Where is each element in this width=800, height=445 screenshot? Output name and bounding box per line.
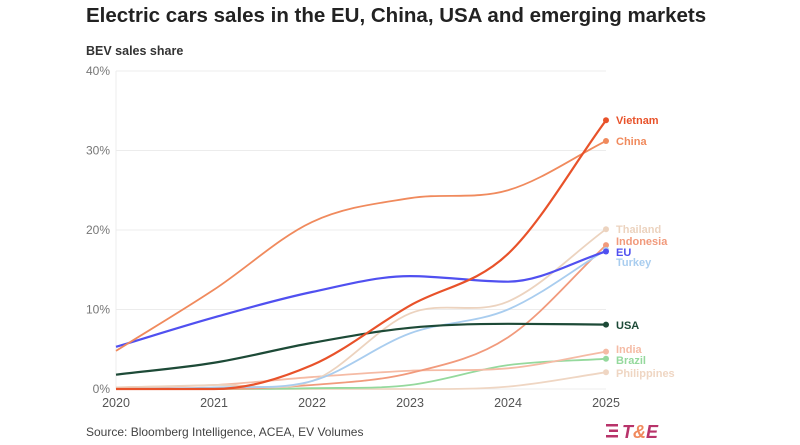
series-line-china bbox=[115, 140, 607, 352]
series-label-turkey: Turkey bbox=[616, 257, 652, 269]
series-label-india: India bbox=[616, 344, 643, 356]
series-label-vietnam: Vietnam bbox=[616, 115, 659, 127]
series-label-usa: USA bbox=[616, 320, 639, 332]
te-logo: T&E bbox=[606, 422, 659, 442]
end-point-china bbox=[603, 137, 609, 144]
series-line-thailand bbox=[115, 228, 607, 389]
end-point-usa bbox=[603, 321, 609, 328]
end-point-philippines bbox=[603, 369, 609, 376]
x-tick-label: 2022 bbox=[298, 396, 326, 410]
series-line-usa bbox=[115, 322, 607, 376]
end-point-eu bbox=[603, 248, 609, 255]
series-line-vietnam bbox=[116, 119, 607, 391]
series-label-thailand: Thailand bbox=[616, 224, 661, 236]
x-tick-label: 2025 bbox=[592, 396, 620, 410]
end-point-brazil bbox=[603, 355, 609, 362]
series-line-india bbox=[115, 350, 607, 389]
x-tick-label: 2020 bbox=[102, 396, 130, 410]
y-tick-label: 40% bbox=[86, 64, 110, 78]
chart-title: Electric cars sales in the EU, China, US… bbox=[86, 4, 707, 27]
end-point-indonesia bbox=[603, 242, 609, 249]
series-line-eu bbox=[115, 250, 607, 348]
y-axis-label: BEV sales share bbox=[86, 44, 184, 58]
y-tick-label: 20% bbox=[86, 223, 110, 237]
series-label-brazil: Brazil bbox=[616, 355, 646, 367]
svg-text:T&E: T&E bbox=[622, 422, 659, 442]
y-tick-label: 30% bbox=[86, 144, 110, 158]
series-label-indonesia: Indonesia bbox=[616, 236, 668, 248]
source-note: Source: Bloomberg Intelligence, ACEA, EV… bbox=[86, 425, 364, 439]
x-tick-label: 2023 bbox=[396, 396, 424, 410]
series-label-china: China bbox=[616, 136, 647, 148]
end-point-india bbox=[603, 348, 609, 355]
x-tick-label: 2024 bbox=[494, 396, 522, 410]
y-tick-label: 10% bbox=[86, 303, 110, 317]
x-tick-label: 2021 bbox=[200, 396, 228, 410]
series-line-indonesia bbox=[116, 244, 607, 390]
series-label-philippines: Philippines bbox=[616, 368, 675, 380]
y-tick-label: 0% bbox=[93, 382, 111, 396]
end-point-vietnam bbox=[603, 117, 609, 124]
series-label-eu: EU bbox=[616, 247, 631, 259]
end-point-thailand bbox=[603, 226, 609, 233]
series-line-turkey bbox=[115, 249, 607, 390]
